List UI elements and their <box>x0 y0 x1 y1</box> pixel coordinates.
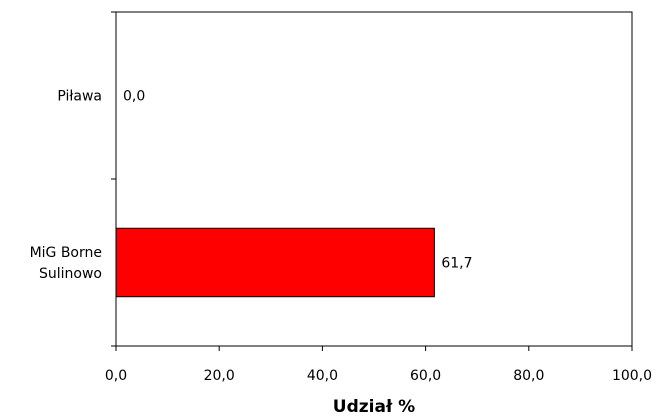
category-label-line: MiG Borne <box>30 245 102 261</box>
bar-value-label: 61,7 <box>441 256 472 272</box>
x-tick-label: 20,0 <box>204 368 235 384</box>
x-axis-title: Udział % <box>333 397 415 416</box>
x-tick-label: 100,0 <box>612 368 652 384</box>
x-axis-ticks <box>115 346 633 351</box>
bar-value-label: 0,0 <box>123 89 145 105</box>
bars-group <box>115 227 435 298</box>
value-labels-group: 0,0 61,7 <box>123 89 473 272</box>
x-tick-label: 80,0 <box>513 368 544 384</box>
y-axis-ticks <box>111 11 116 347</box>
x-tick-labels-group: 0,0 20,0 40,0 60,0 80,0 100,0 <box>105 368 652 384</box>
category-label-line: Sulinowo <box>39 266 102 282</box>
x-tick-label: 0,0 <box>105 368 127 384</box>
x-tick-label: 40,0 <box>307 368 338 384</box>
category-label: MiG Borne Sulinowo <box>30 245 102 282</box>
x-tick-label: 60,0 <box>410 368 441 384</box>
category-label: Piława <box>57 89 102 105</box>
category-labels-group: Piława MiG Borne Sulinowo <box>30 89 102 283</box>
category-label-line: Piława <box>57 89 102 105</box>
bar <box>115 227 435 298</box>
